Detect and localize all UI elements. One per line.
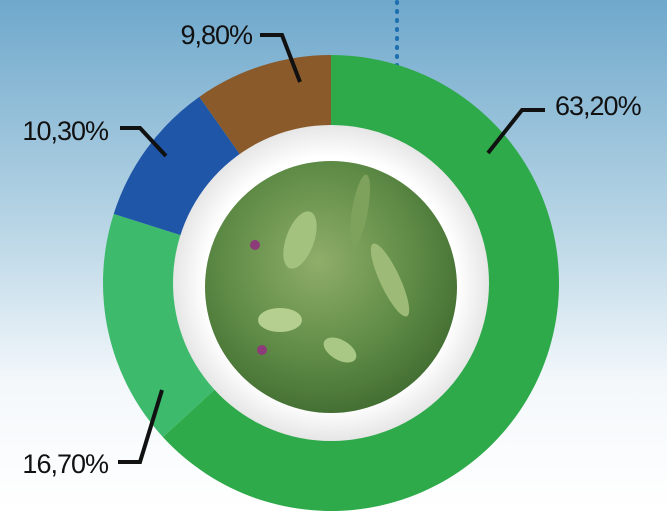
leader-line <box>120 126 168 158</box>
slice <box>113 96 241 236</box>
leaf <box>349 174 371 246</box>
value-label: 16,70% <box>22 449 109 479</box>
slice <box>162 55 559 511</box>
slice <box>102 213 216 437</box>
leader-line <box>486 108 545 155</box>
leader-line <box>260 33 302 83</box>
value-label: 9,80% <box>180 20 253 50</box>
leader-line <box>118 389 164 464</box>
leaf <box>283 211 317 269</box>
leaf <box>370 243 410 317</box>
leaf <box>323 337 357 363</box>
photo <box>205 161 457 413</box>
flower <box>250 240 260 250</box>
flower <box>257 345 267 355</box>
labels: 63,20% 16,70% 10,30% 9,80% <box>22 20 642 479</box>
value-label: 10,30% <box>22 116 109 146</box>
donut <box>102 55 559 511</box>
leaf <box>258 308 302 332</box>
value-label: 63,20% <box>555 91 642 121</box>
photo-circle <box>205 161 457 413</box>
